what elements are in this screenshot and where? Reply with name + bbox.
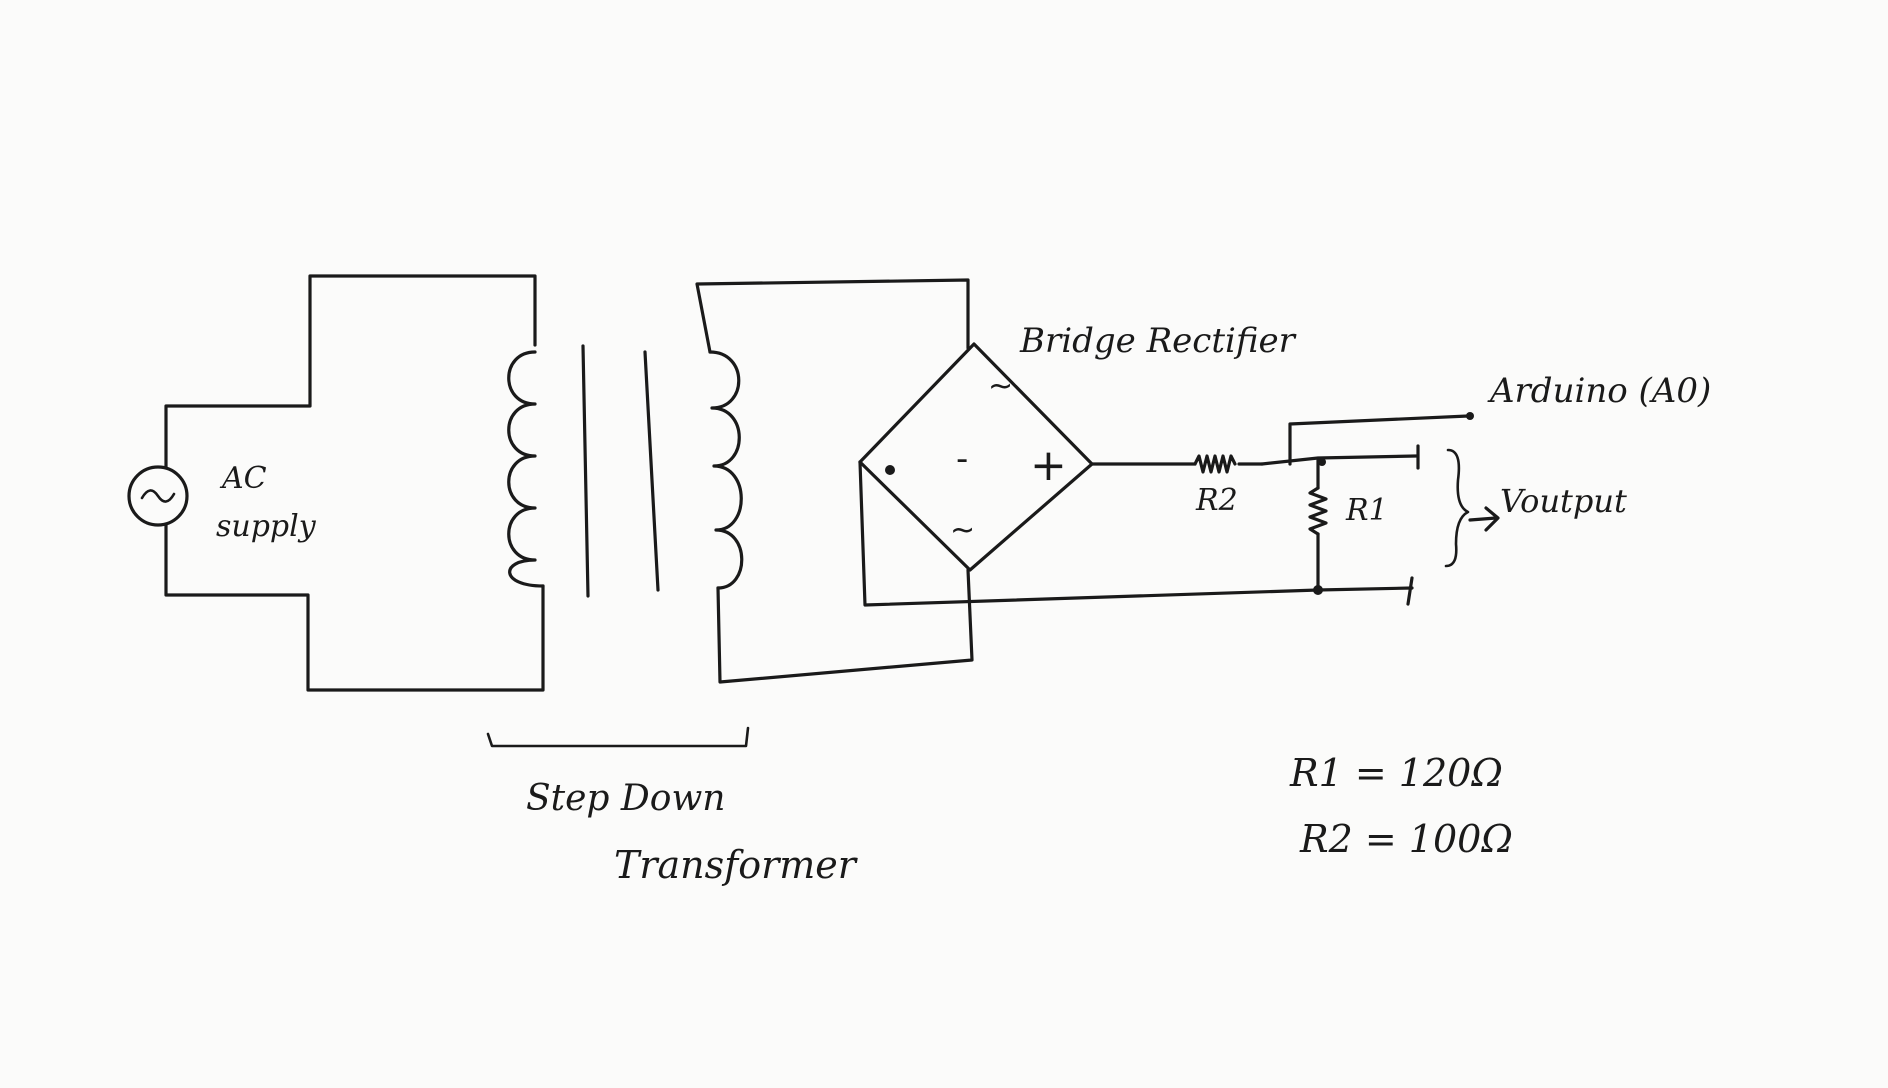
core-line-left bbox=[581, 344, 590, 598]
primary-bottom-wire bbox=[164, 522, 545, 692]
r1-junction-dot bbox=[1318, 458, 1326, 466]
secondary-circuit bbox=[695, 278, 974, 684]
resistor-r1 bbox=[1308, 486, 1328, 536]
bridge-bottom-terminal: ~ bbox=[950, 513, 975, 548]
secondary-bottom-wire bbox=[716, 568, 974, 684]
supply-label: supply bbox=[216, 509, 317, 544]
primary-coil bbox=[507, 350, 545, 588]
r1-label: R1 bbox=[1345, 493, 1388, 528]
output-network bbox=[858, 412, 1500, 607]
arduino-pin-dot bbox=[1466, 412, 1474, 420]
primary-circuit bbox=[164, 274, 545, 692]
bridge-negative-terminal: - bbox=[956, 439, 968, 479]
secondary-top-wire bbox=[695, 278, 970, 354]
primary-top-wire bbox=[164, 274, 537, 470]
arduino-label: Arduino (A0) bbox=[1487, 371, 1711, 411]
output-brace bbox=[1444, 448, 1470, 568]
arduino-wire bbox=[1288, 414, 1470, 466]
ac-source bbox=[127, 465, 189, 527]
output-arrow-line bbox=[1468, 516, 1498, 522]
r1-value: R1 = 120Ω bbox=[1289, 751, 1503, 795]
ground-junction-dot bbox=[1313, 585, 1323, 595]
secondary-coil bbox=[708, 350, 744, 590]
output-arrow-icon bbox=[1484, 506, 1500, 532]
bridge-left-node bbox=[885, 465, 895, 475]
transformer-bracket bbox=[486, 726, 750, 748]
ac-source-circle bbox=[127, 465, 189, 527]
sine-icon bbox=[140, 489, 176, 503]
transformer-core bbox=[581, 344, 660, 598]
bridge-diamond bbox=[858, 342, 1094, 572]
output-top-wire bbox=[1260, 454, 1418, 466]
ground-return-wire bbox=[858, 460, 1414, 607]
r2-value: R2 = 100Ω bbox=[1299, 817, 1513, 861]
r2-label: R2 bbox=[1195, 483, 1238, 518]
ac-label: AC bbox=[219, 461, 267, 496]
rectifier-label: Bridge Rectifier bbox=[1019, 321, 1297, 361]
bridge-rectifier: ~ ~ - + bbox=[858, 342, 1094, 572]
core-line-right bbox=[643, 350, 660, 592]
voutput-label: Voutput bbox=[1500, 482, 1627, 520]
step-down-label: Step Down bbox=[526, 778, 725, 819]
transformer-label: Transformer bbox=[614, 843, 859, 887]
output-bottom-terminal bbox=[1406, 576, 1414, 606]
resistor-r2 bbox=[1193, 454, 1237, 474]
bridge-positive-terminal: + bbox=[1030, 440, 1067, 491]
bridge-top-terminal: ~ bbox=[988, 369, 1013, 404]
